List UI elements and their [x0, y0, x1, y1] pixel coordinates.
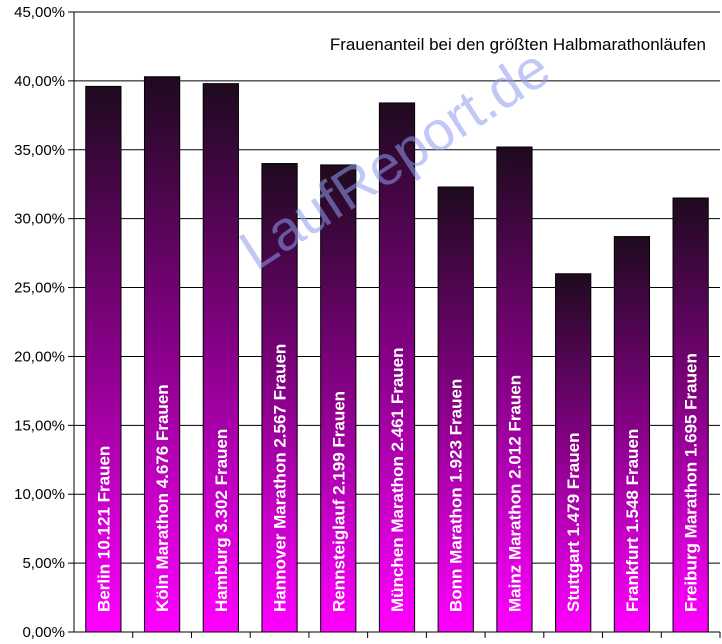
bar-label: Köln Marathon 4.676 Frauen [153, 384, 172, 612]
bar-label: Freiburg Marathon 1.695 Frauen [682, 353, 701, 612]
y-tick-label: 15,00% [14, 417, 65, 434]
bar-label: Mainz Marathon 2.012 Frauen [505, 375, 524, 612]
y-tick-label: 25,00% [14, 280, 65, 297]
bar-label: München Marathon 2.461 Frauen [388, 348, 407, 613]
bar [320, 164, 357, 633]
bar [378, 102, 416, 633]
y-axis: 0,00% 5,00% 10,00% 15,00% 20,00% 25,00% 30,00%… [14, 4, 721, 641]
bar [261, 163, 298, 633]
y-tick-label: 10,00% [14, 486, 65, 503]
bar [143, 76, 181, 633]
bar [672, 197, 709, 633]
bar-label: Frankfurt 1.548 Frauen [623, 429, 642, 612]
y-tick-label: 35,00% [14, 142, 65, 159]
y-tick-label: 45,00% [14, 4, 65, 21]
y-tick-label: 0,00% [22, 624, 65, 641]
bars: Berlin 10.121 Frauen Köln Marathon 4.676 … [85, 76, 709, 633]
chart-title: Frauenanteil bei den größten Halbmaratho… [330, 35, 706, 54]
bar-label: Rennsteiglauf 2.199 Frauen [329, 391, 348, 612]
y-tick-label: 30,00% [14, 211, 65, 228]
bar [85, 85, 122, 633]
bar [437, 186, 474, 633]
bar [496, 146, 533, 633]
y-tick-label: 20,00% [14, 348, 65, 365]
bar [613, 236, 651, 633]
bar-label: Berlin 10.121 Frauen [94, 446, 113, 612]
bar-label: Bonn Marathon 1.923 Frauen [447, 379, 466, 612]
y-tick-label: 40,00% [14, 73, 65, 90]
bar [202, 83, 239, 633]
y-tick-label: 5,00% [22, 555, 65, 572]
bar-label: Hannover Marathon 2.567 Frauen [271, 344, 290, 612]
bar [555, 273, 592, 633]
bar-label: Hamburg 3.302 Frauen [212, 429, 231, 612]
bar-label: Stuttgart 1.479 Frauen [564, 433, 583, 613]
